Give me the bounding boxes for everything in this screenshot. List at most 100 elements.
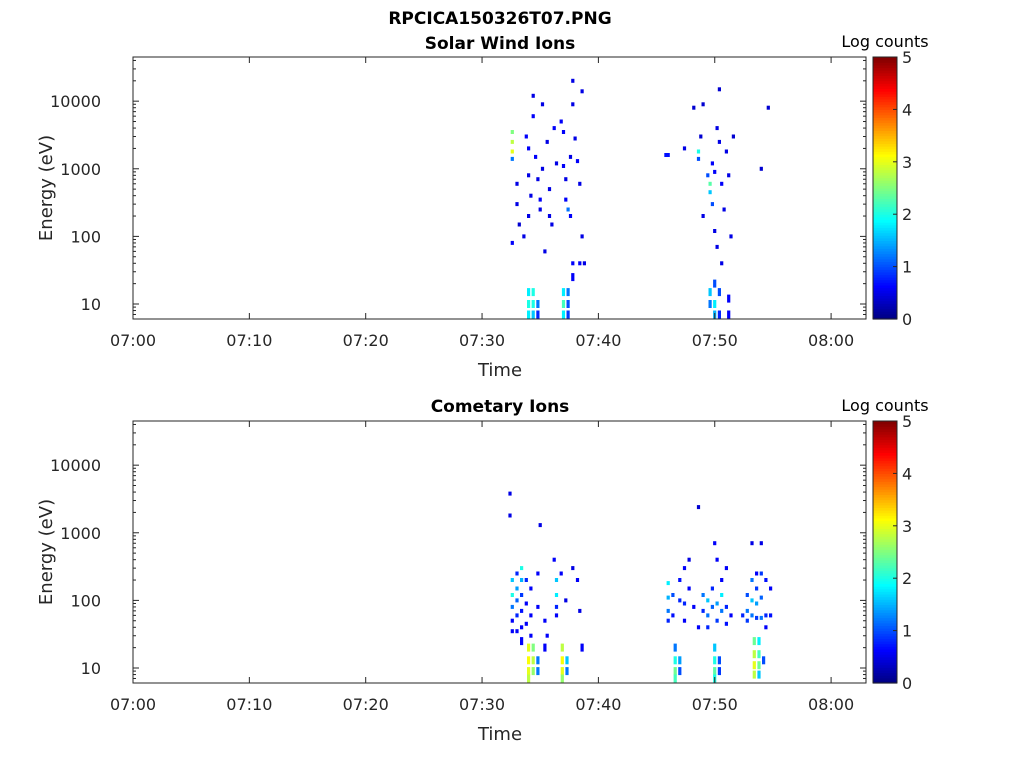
colorbar-segment <box>873 190 897 194</box>
colorbar-segment <box>873 198 897 202</box>
spectrogram-cell <box>701 608 705 613</box>
spectrogram-cell <box>565 667 569 676</box>
colorbar-segment <box>873 195 897 200</box>
spectrogram-cell <box>565 656 569 665</box>
colorbar-segment <box>873 130 897 134</box>
spectrogram-cell <box>510 149 514 154</box>
spectrogram-cell <box>727 294 731 303</box>
colorbar-segment <box>873 303 897 307</box>
spectrogram-cell <box>515 181 519 186</box>
colorbar-segment <box>873 620 897 624</box>
spectrogram-cell <box>710 604 714 609</box>
colorbar-segment <box>873 245 897 249</box>
colorbar-segment <box>873 638 897 642</box>
spectrogram-cell <box>682 618 687 623</box>
spectrogram-cell <box>547 214 552 218</box>
spectrogram-cell <box>552 557 556 562</box>
colorbar-segment <box>873 206 897 210</box>
colorbar-segment <box>873 153 897 158</box>
y-axis-solar-wind-ions: 10 100 1000 10000 <box>50 59 866 320</box>
colorbar-segment <box>873 211 897 215</box>
x-axis-label-cometary-ions: Time <box>477 724 522 745</box>
colorbar-segment <box>873 452 897 456</box>
spectrogram-cell <box>724 566 728 571</box>
spectrogram-cell <box>531 643 535 652</box>
colorbar-segment <box>873 216 897 221</box>
x-tick-label: 07:40 <box>575 695 621 714</box>
spectrogram-cell <box>561 164 566 168</box>
spectrogram-cell <box>720 181 724 186</box>
colorbar-segment <box>873 478 897 482</box>
colorbar-segment <box>873 489 897 493</box>
colorbar-segment <box>873 167 897 171</box>
x-tick-label: 07:20 <box>343 331 389 350</box>
colorbar-segment <box>873 135 897 139</box>
colorbar-segment <box>873 554 897 558</box>
colorbar-segment <box>873 188 897 192</box>
colorbar-segment <box>873 298 897 302</box>
spectrogram-cell <box>554 604 559 609</box>
spectrogram-cell <box>515 598 519 603</box>
spectrogram-cell <box>520 593 524 597</box>
spectrogram-cell <box>510 240 514 245</box>
spectrogram-cell <box>713 169 717 174</box>
spectrogram-cell <box>520 578 524 582</box>
colorbar-segment <box>873 263 897 268</box>
spectrogram-cell <box>538 523 542 528</box>
colorbar-segment <box>873 439 897 443</box>
spectrogram-cell <box>564 177 568 182</box>
spectrogram-cell <box>769 586 773 591</box>
spectrogram-cell <box>713 541 717 546</box>
colorbar-segment <box>873 72 897 76</box>
spectrogram-cell <box>682 146 687 151</box>
colorbar-segment <box>873 240 897 244</box>
colorbar-segment <box>873 143 897 147</box>
colorbar-segment <box>873 444 897 448</box>
spectrogram-cell <box>706 598 710 603</box>
colorbar-tick-label: 1 <box>902 258 912 277</box>
colorbar-segment <box>873 96 897 100</box>
panel-cometary-ions: Cometary Ions 07:00 07:10 07:20 07:30 07:40 0… <box>36 396 929 745</box>
colorbar-tick-label: 2 <box>902 569 912 588</box>
spectrogram-cell <box>536 177 540 182</box>
colorbar-segment <box>873 449 897 454</box>
colorbar-segment <box>873 476 897 480</box>
colorbar-segment <box>873 269 897 273</box>
colorbar-segment <box>873 496 897 501</box>
x-tick-label: 07:50 <box>692 331 738 350</box>
spectrogram-cell <box>547 187 552 192</box>
colorbar-segment <box>873 138 897 142</box>
spectrogram-cell <box>759 615 763 620</box>
colorbar-segment <box>873 237 897 241</box>
colorbar-segment <box>873 544 897 548</box>
y-axis-cometary-ions: 10 100 1000 10000 <box>50 423 866 684</box>
spectrogram-cell <box>673 656 677 665</box>
spectrogram-cell <box>517 222 521 227</box>
colorbar-segment <box>873 531 897 535</box>
spectrogram-cell <box>682 566 687 571</box>
spectrogram-cell <box>520 608 524 613</box>
spectrogram-cell <box>745 608 749 613</box>
spectrogram-cell <box>515 613 519 618</box>
colorbar-segment <box>873 494 897 498</box>
colorbar-segment <box>873 117 897 121</box>
colorbar-segment <box>873 633 897 637</box>
spectrogram-cell <box>522 234 526 239</box>
colorbar-segment <box>873 227 897 231</box>
spectrogram-cell <box>527 310 531 319</box>
y-tick-label: 10 <box>81 659 101 678</box>
colorbar-segment <box>873 580 897 585</box>
colorbar-segment <box>873 664 897 668</box>
colorbar-segment <box>873 208 897 213</box>
spectrogram-cell <box>527 643 531 652</box>
spectrogram-cell <box>757 650 761 659</box>
spectrogram-cell <box>673 667 677 676</box>
spectrogram-cell <box>720 261 724 266</box>
colorbar-segment <box>873 630 897 634</box>
colorbar-segment <box>873 533 897 537</box>
colorbar-segment <box>873 180 897 184</box>
panel-title-solar-wind-ions: Solar Wind Ions <box>425 34 576 54</box>
y-axis-label-solar-wind-ions: Energy (eV) <box>36 135 57 241</box>
spectrogram-cell <box>529 613 533 618</box>
